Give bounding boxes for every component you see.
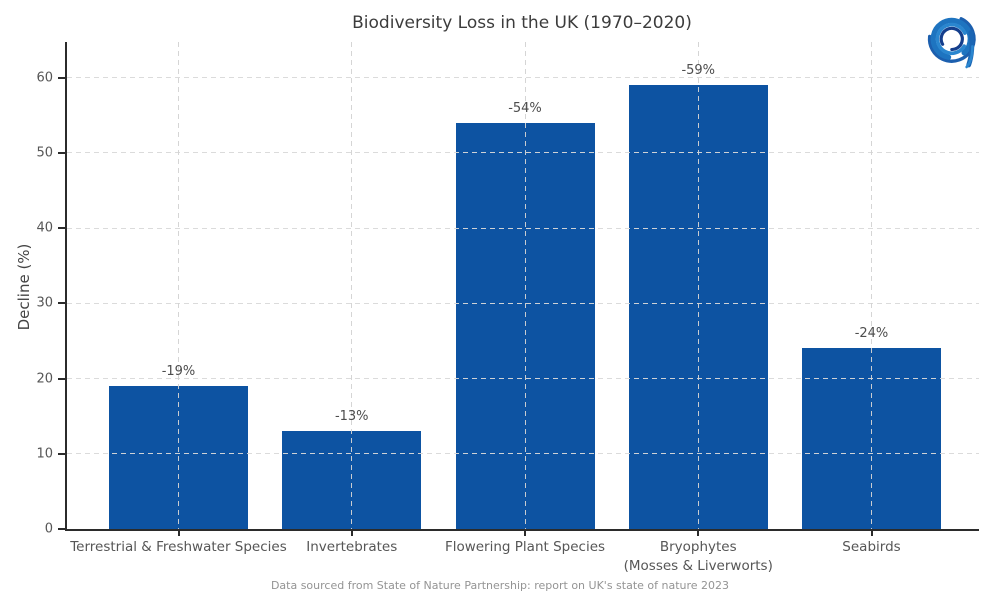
y-axis-tick-label: 30 [36,295,53,311]
gridline-horizontal [67,302,979,304]
bar-value-label: -24% [854,326,889,342]
gridline-vertical [871,42,872,529]
y-axis-label: Decline (%) [15,243,33,331]
plot-area: 0 10 20 30 40 50 60 Terrestrial & Freshwater Sp… [36,42,979,574]
x-axis-tick [350,531,353,536]
y-axis-tick [58,302,65,305]
gridline-horizontal [67,378,979,380]
gridline-vertical [351,42,353,529]
gridline-horizontal [67,453,979,455]
x-axis-tick [524,531,526,536]
y-axis-tick-label: 50 [36,145,53,161]
y-axis-tick [58,377,65,380]
y-axis-tick [58,528,65,530]
y-axis-tick-label: 10 [36,446,53,462]
y-axis-tick [58,151,65,154]
source-footnote: Data sourced from State of Nature Partne… [270,579,730,592]
x-axis-tick [697,531,700,536]
gridline-vertical [524,42,526,529]
x-axis-tick-label: Terrestrial & Freshwater Species [70,539,287,555]
gridline-horizontal [67,227,979,229]
y-axis-tick [58,227,65,230]
y-axis-tick-label: 20 [36,371,53,387]
y-axis-tick [58,76,65,79]
chart-title: Biodiversity Loss in the UK (1970–2020) [352,13,692,33]
x-axis-tick [177,531,180,536]
x-axis-tick [870,531,873,536]
bar-value-label: -59% [681,63,716,79]
gridline-horizontal [67,77,979,79]
x-axis-tick-label: Invertebrates [306,539,398,555]
y-axis-tick [58,452,65,455]
y-axis-tick-label: 60 [36,70,53,86]
gridline-vertical [178,42,179,529]
x-axis-tick-label: Bryophytes (Mosses & Liverworts) [623,539,773,574]
gridline-vertical [697,42,699,529]
y-axis-tick-label: 40 [36,220,53,236]
bar-value-label: -54% [508,100,542,116]
gridline-horizontal [67,152,979,154]
x-axis-tick-label: Flowering Plant Species [444,539,606,555]
bar-value-label: -13% [334,409,369,425]
bar-value-label: -19% [161,364,196,380]
x-axis-tick-label: Seabirds [842,539,901,555]
abstract-blue-a-logo-icon [920,6,992,74]
y-axis-tick-label: 0 [44,521,53,537]
